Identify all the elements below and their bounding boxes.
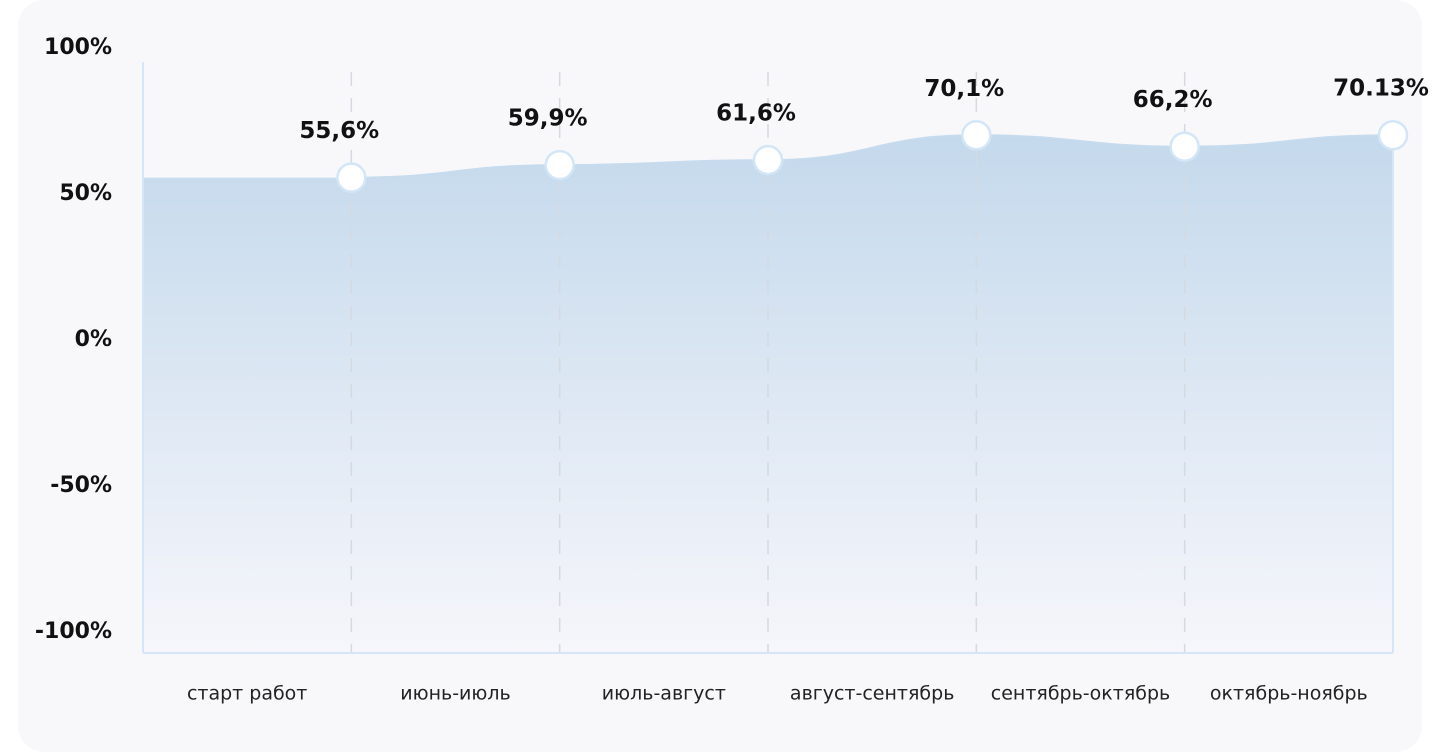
y-tick-label: 0%	[75, 327, 112, 352]
value-label: 70,1%	[924, 76, 1004, 102]
x-tick-label: сентябрь-октябрь	[991, 683, 1170, 705]
point	[336, 162, 367, 193]
point	[961, 120, 992, 151]
value-label: 59,9%	[508, 106, 588, 132]
value-label: 55,6%	[299, 118, 379, 144]
x-tick-label: октябрь-ноябрь	[1210, 683, 1368, 705]
x-tick-label: старт работ	[187, 683, 307, 705]
x-tick-label: июль-август	[602, 683, 726, 705]
point	[544, 149, 575, 181]
y-tick-label: 100%	[44, 35, 112, 60]
value-label: 70.13%	[1333, 76, 1429, 102]
point	[1377, 119, 1409, 151]
y-tick-label: -100%	[35, 619, 112, 644]
point	[752, 144, 784, 176]
value-label: 66,2%	[1133, 87, 1213, 113]
x-tick-label: август-сентябрь	[790, 683, 954, 705]
y-tick-label: 50%	[59, 181, 112, 206]
value-label: 61,6%	[716, 101, 796, 127]
line	[351, 134, 1394, 179]
plot: 100% 50% 0% -50% -100% 55,6% старт работ 59,9% и…	[35, 35, 1429, 705]
point	[1169, 131, 1200, 162]
y-tick-label: -50%	[50, 473, 112, 498]
x-tick-label: июнь-июль	[400, 683, 511, 705]
